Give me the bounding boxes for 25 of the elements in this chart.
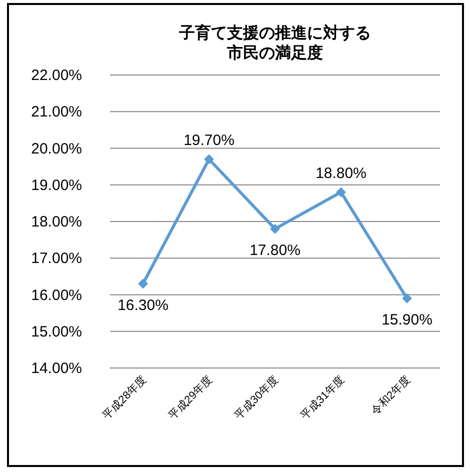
- data-label: 18.80%: [316, 165, 366, 182]
- chart-title: 子育て支援の推進に対する市民の満足度: [178, 23, 371, 62]
- y-tick-label: 14.00%: [31, 360, 82, 377]
- point: [336, 187, 346, 198]
- point: [270, 224, 280, 234]
- x-tick-label: 平成31年度: [298, 372, 348, 422]
- y-tick-label: 16.00%: [31, 286, 82, 304]
- data-label: 15.90%: [382, 311, 432, 328]
- x-tick-label: 令和2年度: [368, 372, 414, 418]
- y-tick-label: 15.00%: [31, 323, 82, 340]
- x-tick-label: 平成30年度: [232, 372, 282, 422]
- data-label: 19.70%: [184, 132, 234, 150]
- y-tick-label: 20.00%: [31, 140, 82, 158]
- x-tick-label: 平成29年度: [166, 372, 216, 422]
- y-tick-label: 17.00%: [31, 250, 82, 268]
- y-tick-label: 19.00%: [31, 176, 82, 194]
- data-label: 16.30%: [118, 296, 168, 314]
- point: [402, 293, 412, 304]
- point: [138, 278, 148, 289]
- point: [204, 154, 214, 164]
- y-tick-label: 22.00%: [31, 67, 82, 84]
- x-tick-label: 平成28年度: [100, 372, 150, 422]
- y-tick-label: 21.00%: [31, 104, 82, 121]
- y-tick-label: 18.00%: [31, 214, 82, 230]
- data-label: 17.80%: [250, 242, 300, 259]
